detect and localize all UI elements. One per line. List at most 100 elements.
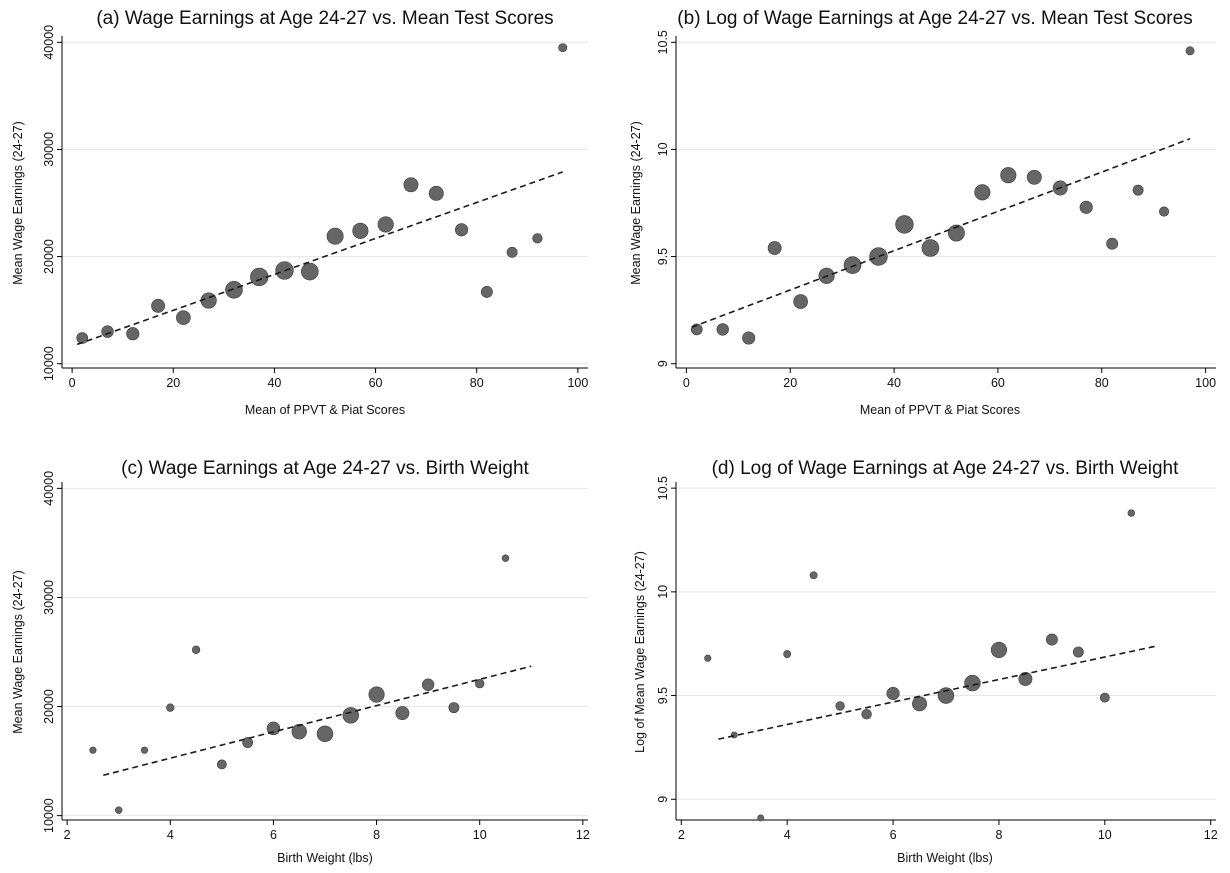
data-point-a-3 [151, 298, 166, 313]
data-point-c-12 [395, 706, 410, 721]
data-point-a-10 [326, 227, 344, 245]
x-tick-label-d-3: 8 [995, 828, 1002, 842]
data-point-b-8 [895, 215, 914, 234]
data-point-b-4 [793, 294, 808, 309]
x-axis-label-c: Birth Weight (lbs) [277, 851, 373, 865]
data-point-d-14 [1072, 646, 1084, 658]
fit-line-d [718, 644, 1158, 740]
data-point-a-1 [101, 325, 114, 338]
data-point-a-12 [377, 216, 394, 233]
data-point-d-15 [1099, 692, 1110, 703]
x-tick-label-c-1: 4 [167, 828, 174, 842]
x-tick-label-c-5: 12 [576, 828, 590, 842]
data-point-a-16 [480, 285, 493, 298]
x-tick-label-b-5: 100 [1195, 376, 1216, 390]
data-point-a-18 [532, 233, 543, 244]
x-tick-label-b-1: 20 [783, 376, 797, 390]
y-tick-label-c-0: 10000 [42, 798, 56, 833]
x-tick-label-c-0: 2 [64, 828, 71, 842]
y-tick-label-a-0: 10000 [42, 346, 56, 381]
data-point-c-11 [368, 686, 385, 703]
data-point-b-3 [767, 241, 782, 255]
data-point-c-16 [501, 554, 510, 562]
y-axis-label-b: Mean Wage Earnings (24-27) [629, 121, 643, 285]
data-point-b-7 [869, 247, 888, 266]
data-point-b-16 [1106, 237, 1119, 250]
data-point-c-7 [266, 721, 281, 736]
data-point-b-12 [1000, 167, 1017, 184]
data-point-d-16 [1127, 509, 1135, 517]
gridlines-c [62, 487, 588, 817]
plot-area-c [62, 484, 588, 820]
y-tick-label-c-3: 40000 [42, 471, 56, 506]
x-axis-label-a: Mean of PPVT & Piat Scores [245, 403, 405, 417]
x-axis-label-d: Birth Weight (lbs) [897, 851, 993, 865]
data-point-c-3 [166, 703, 175, 712]
fit-line-a [76, 171, 563, 346]
data-point-b-17 [1132, 184, 1144, 196]
y-tick-label-c-2: 30000 [42, 580, 56, 615]
x-tick-label-a-2: 40 [267, 376, 281, 390]
data-point-d-8 [912, 696, 927, 712]
data-point-c-2 [140, 746, 149, 754]
x-tick-label-b-0: 0 [683, 376, 690, 390]
data-point-d-3 [783, 650, 792, 658]
data-point-d-12 [1018, 672, 1033, 686]
y-tick-label-a-2: 30000 [42, 132, 56, 167]
data-point-a-6 [225, 280, 243, 299]
x-tick-label-a-4: 80 [470, 376, 484, 390]
data-point-b-2 [742, 331, 756, 345]
data-point-a-13 [403, 177, 419, 193]
y-tick-label-a-1: 20000 [42, 239, 56, 274]
data-point-b-9 [921, 239, 940, 257]
data-point-d-11 [990, 641, 1007, 658]
x-tick-label-a-1: 20 [166, 376, 180, 390]
y-tick-label-d-1: 9.5 [656, 687, 670, 704]
data-point-d-9 [937, 687, 955, 704]
x-tick-label-c-4: 10 [473, 828, 487, 842]
chart-title-b: (b) Log of Wage Earnings at Age 24-27 vs… [677, 8, 1192, 29]
y-tick-label-b-1: 9.5 [656, 248, 670, 265]
data-point-a-9 [301, 262, 319, 281]
x-tick-label-c-2: 6 [270, 828, 277, 842]
panel-d: (d) Log of Wage Earnings at Age 24-27 vs… [633, 458, 1218, 865]
data-point-b-18 [1159, 206, 1170, 217]
plot-area-b [676, 38, 1216, 368]
data-point-a-17 [506, 246, 518, 258]
data-point-c-13 [421, 678, 435, 691]
data-point-a-15 [455, 223, 469, 237]
data-point-c-1 [115, 806, 123, 814]
x-axis-label-b: Mean of PPVT & Piat Scores [860, 403, 1020, 417]
gridlines-b [676, 41, 1216, 365]
x-tick-label-b-2: 40 [887, 376, 901, 390]
data-point-a-11 [352, 222, 369, 239]
y-tick-label-c-1: 20000 [42, 689, 56, 724]
x-tick-label-a-3: 60 [369, 376, 383, 390]
panel-b: (b) Log of Wage Earnings at Age 24-27 vs… [629, 8, 1216, 417]
data-point-b-15 [1079, 200, 1093, 214]
y-axis-label-c: Mean Wage Earnings (24-27) [11, 570, 25, 734]
x-tick-label-c-3: 8 [373, 828, 380, 842]
data-point-d-1 [730, 731, 738, 739]
y-tick-label-b-3: 10.5 [656, 30, 670, 54]
plot-area-a [62, 38, 588, 368]
gridlines-a [62, 41, 588, 365]
data-point-d-4 [809, 571, 818, 580]
x-tick-label-a-5: 100 [567, 376, 588, 390]
data-point-b-6 [843, 256, 862, 274]
data-point-d-6 [861, 709, 872, 720]
data-point-a-19 [558, 43, 568, 53]
data-point-c-0 [89, 746, 97, 754]
fit-line-c [103, 665, 532, 777]
data-point-c-6 [242, 737, 254, 748]
plot-area-d [676, 484, 1216, 820]
x-tick-label-d-4: 10 [1098, 828, 1112, 842]
y-tick-label-a-3: 40000 [42, 25, 56, 60]
y-axis-label-a: Mean Wage Earnings (24-27) [11, 121, 25, 285]
x-tick-label-d-2: 6 [890, 828, 897, 842]
data-point-c-14 [448, 702, 460, 714]
data-point-c-5 [216, 759, 227, 770]
data-point-b-11 [974, 184, 991, 201]
x-tick-label-b-4: 80 [1095, 376, 1109, 390]
